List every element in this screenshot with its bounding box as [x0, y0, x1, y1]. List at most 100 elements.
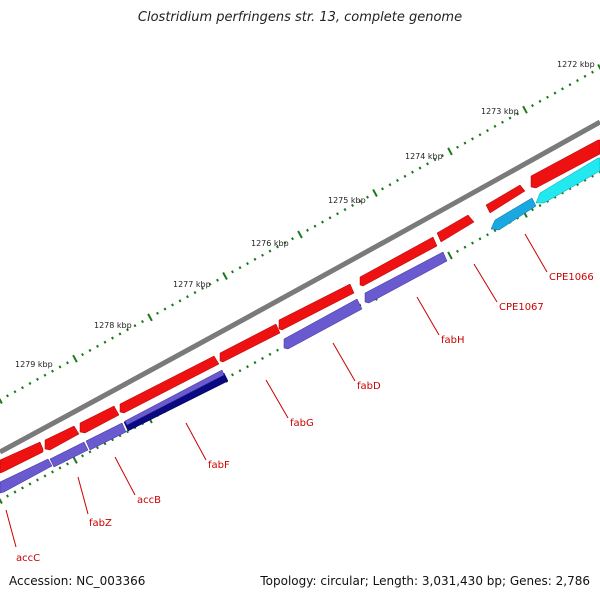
- minor-tick: [231, 373, 234, 377]
- callout-line: [332, 342, 356, 382]
- minor-tick: [163, 307, 167, 311]
- minor-tick: [103, 442, 107, 446]
- minor-tick: [231, 270, 234, 274]
- minor-tick: [553, 91, 557, 95]
- minor-tick: [58, 365, 62, 369]
- gene-label-fabz: fabZ: [89, 518, 112, 529]
- major-tick: [72, 455, 78, 464]
- minor-tick: [336, 212, 339, 216]
- kbp-label: 1278 kbp: [94, 321, 132, 330]
- minor-tick: [396, 178, 399, 182]
- minor-tick: [493, 124, 497, 128]
- minor-tick: [291, 237, 294, 241]
- minor-tick: [463, 245, 467, 249]
- major-tick: [0, 397, 3, 404]
- minor-tick: [88, 348, 92, 352]
- gene-arrow: [44, 425, 80, 451]
- minor-tick: [238, 369, 242, 373]
- minor-tick: [493, 229, 497, 233]
- gene-arrow: [436, 214, 475, 243]
- gene-label-fabd: fabD: [357, 381, 381, 392]
- minor-tick: [126, 328, 129, 332]
- minor-tick: [486, 233, 489, 237]
- major-tick: [0, 497, 3, 504]
- minor-tick: [6, 494, 9, 498]
- gene-label-accb: accB: [137, 495, 161, 506]
- minor-tick: [133, 324, 137, 328]
- minor-tick: [433, 158, 437, 162]
- callout-line: [185, 422, 207, 461]
- major-tick: [222, 272, 228, 280]
- minor-tick: [411, 170, 414, 174]
- minor-tick: [28, 381, 32, 385]
- kbp-label: 1272 kbp: [557, 60, 595, 69]
- minor-tick: [321, 220, 324, 224]
- major-tick: [372, 189, 378, 197]
- minor-tick: [186, 295, 189, 299]
- minor-tick: [456, 145, 459, 149]
- minor-tick: [13, 390, 17, 394]
- minor-tick: [141, 320, 144, 324]
- major-tick: [147, 313, 153, 322]
- gene-arrow: [119, 355, 220, 414]
- minor-tick: [486, 129, 489, 133]
- kbp-label: 1279 kbp: [15, 360, 53, 369]
- minor-tick: [6, 394, 9, 398]
- gene-arrow: [530, 139, 600, 189]
- minor-tick: [88, 450, 92, 454]
- minor-tick: [343, 208, 347, 212]
- kbp-label: 1275 kbp: [328, 196, 366, 205]
- gene-label-cpe1066: CPE1066: [549, 272, 594, 283]
- minor-tick: [463, 141, 467, 145]
- minor-tick: [21, 386, 24, 390]
- minor-tick: [538, 99, 542, 103]
- minor-tick: [238, 266, 242, 270]
- gene-label-accc: accC: [16, 553, 40, 564]
- gene-arrow: [219, 323, 281, 363]
- minor-tick: [81, 353, 84, 357]
- minor-tick: [58, 466, 62, 470]
- tick-marks: [0, 64, 600, 504]
- minor-tick: [306, 228, 309, 232]
- minor-tick: [13, 490, 17, 494]
- minor-tick: [253, 257, 257, 261]
- minor-tick: [96, 344, 99, 348]
- minor-tick: [96, 446, 99, 450]
- minor-tick: [111, 336, 114, 340]
- gene-arrow: [359, 236, 438, 287]
- major-tick: [297, 230, 303, 239]
- minor-tick: [531, 208, 534, 212]
- minor-tick: [43, 373, 47, 377]
- minor-tick: [268, 249, 272, 253]
- reverse-genes: [0, 157, 600, 494]
- minor-tick: [568, 83, 572, 87]
- minor-tick: [478, 133, 482, 137]
- minor-tick: [261, 253, 264, 257]
- gene-arrow: [49, 441, 89, 468]
- minor-tick: [471, 137, 474, 141]
- minor-tick: [216, 278, 219, 282]
- minor-tick: [471, 241, 474, 245]
- kbp-labels: 1272 kbp 1273 kbp 1274 kbp 1275 kbp 1276…: [15, 60, 595, 369]
- minor-tick: [246, 365, 249, 369]
- minor-tick: [81, 454, 84, 458]
- minor-tick: [426, 162, 429, 166]
- callout-line: [524, 233, 548, 273]
- minor-tick: [43, 474, 47, 478]
- gene-arrow: [278, 283, 355, 331]
- minor-tick: [583, 74, 587, 78]
- kbp-label: 1276 kbp: [251, 239, 289, 248]
- minor-tick: [478, 237, 482, 241]
- map-title: Clostridium perfringens str. 13, complet…: [137, 10, 463, 25]
- minor-tick: [441, 154, 444, 158]
- minor-tick: [381, 187, 384, 191]
- minor-tick: [36, 377, 39, 381]
- minor-tick: [193, 291, 197, 295]
- gene-arrow: [85, 422, 127, 451]
- gene-callouts: [5, 233, 548, 548]
- minor-tick: [418, 166, 422, 170]
- gene-label-fabg: fabG: [290, 418, 314, 429]
- kbp-label: 1274 kbp: [405, 152, 443, 161]
- minor-tick: [388, 183, 392, 187]
